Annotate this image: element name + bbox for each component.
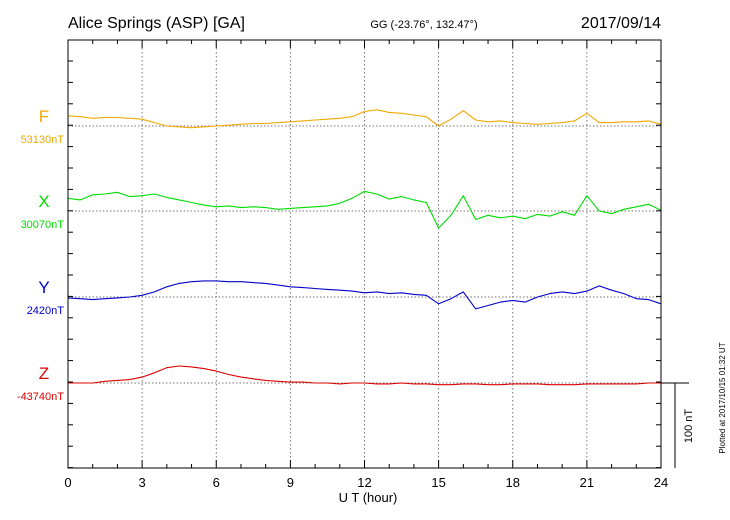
x-tick-label-9: 9	[287, 475, 294, 490]
series-name-Y: Y	[38, 278, 49, 297]
chart-date: 2017/09/14	[581, 15, 661, 32]
series-line-Z	[68, 365, 661, 386]
scale-bar: 100 nT	[661, 382, 695, 468]
x-tick-label-3: 3	[139, 475, 146, 490]
series-baseline-F: 53130nT	[21, 134, 65, 146]
series-name-F: F	[39, 107, 49, 126]
scale-bar-label: 100 nT	[683, 409, 695, 444]
series-line-F	[67, 109, 662, 129]
series-line-Y	[67, 280, 662, 310]
x-ticks: 0 3 6 9 12 15 18 21 24	[64, 40, 668, 490]
plot-timestamp: Plotted at 2017/10/15 01:32 UT	[718, 342, 727, 453]
grid-lines	[141, 40, 588, 468]
x-tick-label-6: 6	[213, 475, 220, 490]
x-tick-label-0: 0	[64, 475, 71, 490]
x-tick-label-12: 12	[357, 475, 371, 490]
series-baseline-Z: -43740nT	[17, 391, 64, 403]
series-labels: F 53130nT X 30070nT Y 2420nT Z -43740nT	[17, 107, 64, 403]
series-line-X	[67, 190, 662, 229]
series-name-Z: Z	[39, 364, 49, 383]
series-baseline-Y: 2420nT	[27, 305, 65, 317]
series-name-X: X	[38, 192, 49, 211]
x-tick-label-15: 15	[431, 475, 445, 490]
x-axis-label: U T (hour)	[339, 490, 398, 505]
chart-title: Alice Springs (ASP) [GA]	[68, 15, 245, 32]
series-lines	[67, 109, 662, 386]
chart-subtitle: GG (-23.76°, 132.47°)	[370, 19, 477, 31]
series-baseline-X: 30070nT	[21, 219, 65, 231]
x-tick-label-18: 18	[506, 475, 520, 490]
x-tick-label-21: 21	[580, 475, 594, 490]
x-tick-label-24: 24	[654, 475, 668, 490]
